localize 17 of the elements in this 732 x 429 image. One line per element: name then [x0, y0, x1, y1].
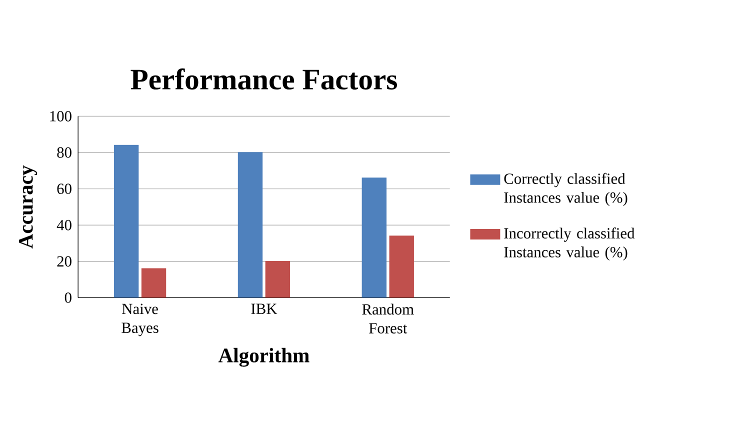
- legend-label: Incorrectly classified Instances value (%): [504, 227, 635, 260]
- x-tick-label: IBK: [251, 304, 278, 314]
- chart-title: Performance Factors: [130, 68, 397, 90]
- bar: [238, 152, 263, 298]
- y-tick-label: 0: [64, 292, 72, 303]
- y-tick-label: 100: [50, 110, 72, 122]
- y-axis-title: Accuracy: [19, 165, 38, 248]
- bar: [114, 144, 139, 298]
- legend-label: Correctly classified Instances value (%): [504, 172, 628, 206]
- x-axis-title: Algorithm: [218, 348, 310, 367]
- x-tick-label: Random Forest: [362, 304, 414, 334]
- y-tick-label: 20: [57, 256, 72, 266]
- y-tick-label: 40: [56, 220, 72, 230]
- y-tick-label: 60: [57, 183, 72, 194]
- bar: [362, 177, 387, 298]
- y-tick-label: 80: [57, 147, 72, 158]
- x-tick-label: Naive Bayes: [122, 304, 158, 336]
